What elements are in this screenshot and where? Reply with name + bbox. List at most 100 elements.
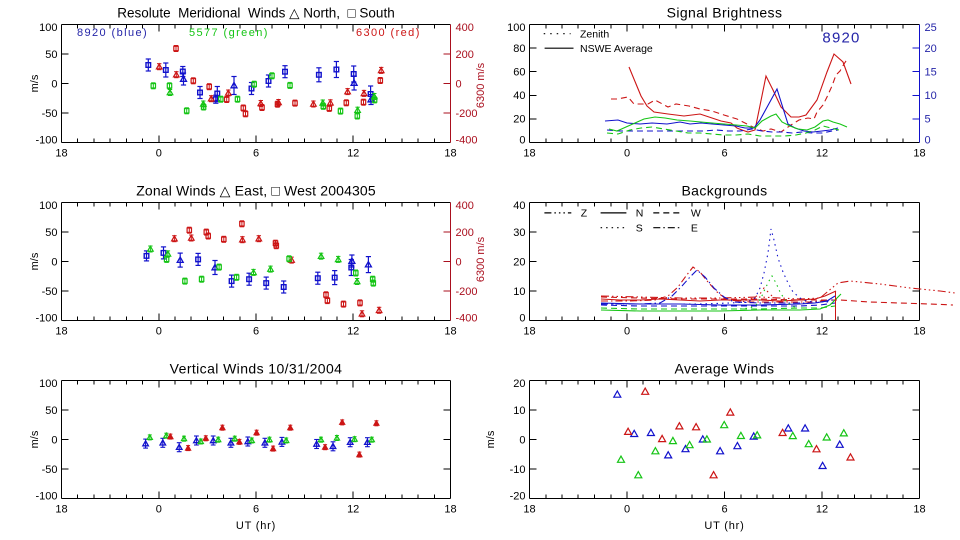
svg-text:-10: -10	[510, 464, 526, 476]
svg-text:Vertical Winds 10/31/2004: Vertical Winds 10/31/2004	[170, 361, 343, 377]
svg-text:30: 30	[513, 227, 525, 239]
svg-text:18: 18	[444, 148, 456, 160]
svg-text:-100: -100	[35, 313, 57, 325]
svg-text:0: 0	[519, 434, 525, 446]
svg-text:5: 5	[925, 114, 931, 126]
svg-text:12: 12	[347, 326, 359, 338]
svg-text:Zenith: Zenith	[580, 29, 609, 41]
svg-text:6300 m/s: 6300 m/s	[475, 236, 487, 282]
svg-text:6: 6	[253, 504, 259, 516]
svg-text:-100: -100	[35, 491, 57, 503]
svg-text:40: 40	[513, 90, 525, 102]
svg-text:m/s: m/s	[29, 74, 41, 92]
svg-text:Zonal Winds △ East, □ West 200: Zonal Winds △ East, □ West 2004305	[136, 183, 376, 199]
svg-text:100: 100	[507, 22, 525, 34]
svg-text:12: 12	[816, 326, 828, 338]
svg-text:W: W	[691, 208, 701, 220]
svg-text:18: 18	[444, 504, 456, 516]
svg-text:-400: -400	[456, 313, 478, 325]
svg-text:18: 18	[55, 326, 67, 338]
svg-text:100: 100	[39, 378, 57, 390]
svg-text:50: 50	[45, 227, 57, 239]
svg-text:20: 20	[513, 114, 525, 126]
svg-text:0: 0	[51, 78, 57, 90]
svg-text:0: 0	[624, 504, 630, 516]
svg-text:m/s: m/s	[29, 252, 41, 270]
svg-text:200: 200	[456, 49, 474, 61]
svg-text:S: S	[636, 223, 643, 235]
svg-text:Average Winds: Average Winds	[675, 361, 775, 377]
svg-text:-50: -50	[42, 108, 58, 120]
svg-text:Backgrounds: Backgrounds	[681, 183, 767, 199]
svg-text:18: 18	[913, 326, 925, 338]
svg-text:-400: -400	[456, 135, 478, 147]
svg-text:40: 40	[513, 200, 525, 212]
svg-text:50: 50	[45, 405, 57, 417]
svg-text:5577 (green): 5577 (green)	[189, 27, 269, 39]
svg-text:12: 12	[347, 148, 359, 160]
svg-text:m/s: m/s	[485, 430, 497, 448]
svg-text:N: N	[636, 208, 644, 220]
svg-text:18: 18	[523, 504, 535, 516]
svg-text:6: 6	[721, 148, 727, 160]
svg-text:-20: -20	[510, 491, 526, 503]
svg-text:UT (hr): UT (hr)	[236, 520, 276, 532]
svg-text:18: 18	[913, 148, 925, 160]
svg-text:6300 (red): 6300 (red)	[356, 27, 421, 39]
svg-text:0: 0	[51, 434, 57, 446]
svg-text:80: 80	[513, 43, 525, 55]
svg-text:0: 0	[925, 135, 931, 147]
svg-text:0: 0	[456, 78, 462, 90]
svg-text:0: 0	[624, 326, 630, 338]
svg-text:-100: -100	[35, 135, 57, 147]
svg-text:20: 20	[513, 378, 525, 390]
svg-text:10: 10	[513, 405, 525, 417]
svg-text:10: 10	[925, 90, 937, 102]
svg-text:0: 0	[519, 313, 525, 325]
svg-text:E: E	[691, 223, 698, 235]
svg-text:20: 20	[925, 43, 937, 55]
svg-text:12: 12	[347, 504, 359, 516]
svg-text:6300 m/s: 6300 m/s	[475, 62, 487, 108]
svg-text:0: 0	[456, 256, 462, 268]
svg-text:100: 100	[39, 200, 57, 212]
svg-text:18: 18	[55, 148, 67, 160]
svg-text:-200: -200	[456, 108, 478, 120]
svg-text:-200: -200	[456, 286, 478, 298]
svg-text:6: 6	[253, 148, 259, 160]
svg-text:0: 0	[624, 148, 630, 160]
svg-text:0: 0	[156, 504, 162, 516]
svg-text:60: 60	[513, 67, 525, 79]
svg-text:0: 0	[519, 135, 525, 147]
svg-text:Resolute Meridional Winds △: Resolute Meridional Winds △ North, □ Sou…	[117, 5, 394, 20]
svg-text:15: 15	[925, 67, 937, 79]
svg-text:8920: 8920	[822, 30, 860, 47]
svg-text:m/s: m/s	[29, 430, 41, 448]
svg-text:18: 18	[523, 148, 535, 160]
svg-text:8920 (blue): 8920 (blue)	[77, 27, 148, 39]
svg-text:18: 18	[523, 326, 535, 338]
svg-text:NSWE Average: NSWE Average	[580, 43, 653, 55]
svg-text:20: 20	[513, 256, 525, 268]
svg-text:0: 0	[51, 256, 57, 268]
svg-text:200: 200	[456, 227, 474, 239]
svg-text:Z: Z	[581, 208, 588, 220]
svg-text:0: 0	[156, 326, 162, 338]
svg-text:6: 6	[253, 326, 259, 338]
svg-text:400: 400	[456, 22, 474, 34]
svg-text:UT (hr): UT (hr)	[704, 520, 744, 532]
svg-text:6: 6	[721, 504, 727, 516]
svg-text:100: 100	[39, 22, 57, 34]
svg-text:25: 25	[925, 22, 937, 34]
svg-text:50: 50	[45, 49, 57, 61]
svg-text:18: 18	[444, 326, 456, 338]
svg-text:10: 10	[513, 286, 525, 298]
svg-text:-50: -50	[42, 464, 58, 476]
svg-text:6: 6	[721, 326, 727, 338]
svg-text:18: 18	[913, 504, 925, 516]
svg-text:12: 12	[816, 148, 828, 160]
svg-text:0: 0	[156, 148, 162, 160]
svg-text:18: 18	[55, 504, 67, 516]
svg-text:400: 400	[456, 200, 474, 212]
svg-text:12: 12	[816, 504, 828, 516]
